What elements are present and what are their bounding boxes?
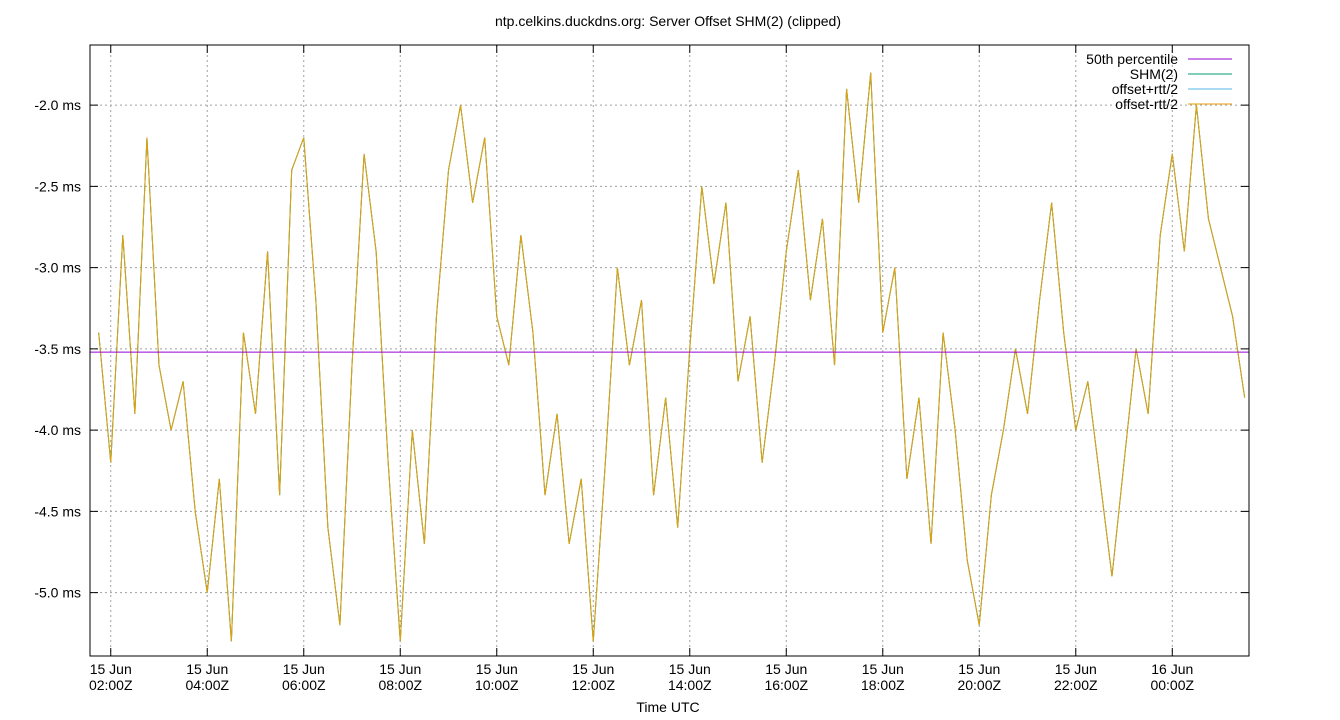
x-tick-label: 15 Jun 22:00Z xyxy=(1054,661,1098,693)
x-tick-label: 15 Jun 12:00Z xyxy=(571,661,615,693)
y-tick-label: -4.5 ms xyxy=(34,503,81,519)
x-tick-label: 15 Jun 10:00Z xyxy=(475,661,519,693)
x-tick-label: 15 Jun 16:00Z xyxy=(764,661,808,693)
x-tick-label: 15 Jun 02:00Z xyxy=(89,661,133,693)
ticks: -2.0 ms -2.5 ms -3.0 ms -3.5 ms -4.0 ms -4.5 … xyxy=(34,45,1249,693)
plot-frame xyxy=(89,44,1250,657)
x-tick-label: 15 Jun 20:00Z xyxy=(957,661,1001,693)
x-tick-label: 15 Jun 04:00Z xyxy=(185,661,229,693)
y-tick-label: -3.5 ms xyxy=(34,341,81,357)
legend-label: SHM(2) xyxy=(1130,66,1178,82)
plot-area xyxy=(90,72,1249,642)
legend-label: offset+rtt/2 xyxy=(1112,81,1178,97)
x-tick-label: 15 Jun 08:00Z xyxy=(378,661,422,693)
series-line xyxy=(98,72,1246,642)
chart-title: ntp.celkins.duckdns.org: Server Offset S… xyxy=(495,13,841,29)
x-tick-label: 15 Jun 14:00Z xyxy=(668,661,712,693)
y-tick-label: -5.0 ms xyxy=(34,585,81,601)
x-tick-label: 15 Jun 06:00Z xyxy=(282,661,326,693)
x-axis-label: Time UTC xyxy=(636,699,699,715)
legend: 50th percentileSHM(2)offset+rtt/2offset-… xyxy=(1086,51,1232,112)
y-tick-label: -4.0 ms xyxy=(34,422,81,438)
legend-label: 50th percentile xyxy=(1086,51,1178,67)
legend-label: offset-rtt/2 xyxy=(1115,96,1178,112)
y-tick-label: -2.5 ms xyxy=(34,178,81,194)
y-tick-label: -3.0 ms xyxy=(34,260,81,276)
grid xyxy=(90,45,1249,656)
x-tick-label: 15 Jun 18:00Z xyxy=(861,661,905,693)
y-tick-label: -2.0 ms xyxy=(34,97,81,113)
x-tick-label: 16 Jun 00:00Z xyxy=(1150,661,1194,693)
